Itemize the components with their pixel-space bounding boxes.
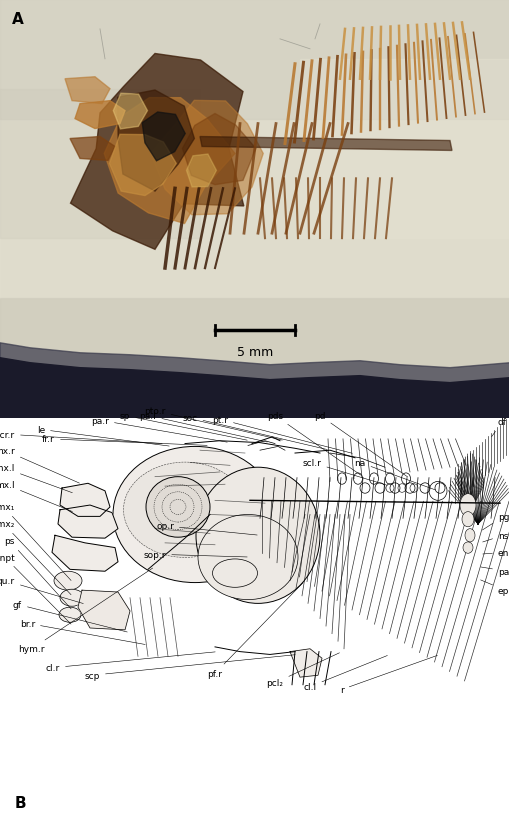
Polygon shape xyxy=(0,344,509,418)
Text: pg: pg xyxy=(482,512,508,530)
Text: pd: pd xyxy=(314,411,407,477)
Polygon shape xyxy=(186,155,216,187)
Ellipse shape xyxy=(123,462,246,558)
Polygon shape xyxy=(70,54,243,250)
Text: pmx.l: pmx.l xyxy=(0,463,72,493)
Text: scp: scp xyxy=(84,655,295,680)
Bar xyxy=(299,59,509,239)
Ellipse shape xyxy=(464,529,474,543)
Text: r: r xyxy=(340,655,437,694)
Polygon shape xyxy=(0,359,509,418)
Text: pa.l: pa.l xyxy=(139,411,267,442)
Polygon shape xyxy=(52,536,118,572)
Text: pf.r: pf.r xyxy=(207,583,302,678)
Text: A: A xyxy=(12,12,24,27)
Text: pap: pap xyxy=(480,567,509,576)
Text: qu.r: qu.r xyxy=(0,577,83,604)
Polygon shape xyxy=(182,115,256,186)
Bar xyxy=(0,0,509,120)
Ellipse shape xyxy=(146,477,210,538)
Polygon shape xyxy=(200,137,451,151)
Text: cl.r: cl.r xyxy=(46,652,215,672)
Ellipse shape xyxy=(461,512,473,528)
Text: smx₁: smx₁ xyxy=(0,502,71,581)
Polygon shape xyxy=(58,506,118,538)
Polygon shape xyxy=(142,113,185,161)
Ellipse shape xyxy=(195,467,319,604)
Polygon shape xyxy=(70,137,115,161)
Text: sp: sp xyxy=(120,411,247,441)
Text: enpt: enpt xyxy=(0,553,71,624)
Text: epl: epl xyxy=(479,580,509,595)
Text: br.r: br.r xyxy=(20,619,145,645)
Ellipse shape xyxy=(60,589,84,606)
Polygon shape xyxy=(109,135,176,196)
Text: smx₂: smx₂ xyxy=(0,520,71,595)
Polygon shape xyxy=(118,91,194,191)
Ellipse shape xyxy=(54,572,82,590)
Text: fr.r: fr.r xyxy=(42,435,207,446)
Ellipse shape xyxy=(462,543,472,553)
Text: cl.l: cl.l xyxy=(303,655,387,691)
Bar xyxy=(0,89,200,239)
Text: pt.r: pt.r xyxy=(212,415,352,454)
Ellipse shape xyxy=(197,515,297,600)
Text: pto.r: pto.r xyxy=(144,407,282,441)
Text: 5 mm: 5 mm xyxy=(236,345,273,359)
Bar xyxy=(0,298,509,418)
Ellipse shape xyxy=(459,494,475,517)
Text: sop.r: sop.r xyxy=(144,550,247,559)
Text: scl.r: scl.r xyxy=(302,458,387,486)
Polygon shape xyxy=(65,78,110,104)
Ellipse shape xyxy=(113,447,276,583)
Polygon shape xyxy=(290,649,321,677)
Text: scr.r: scr.r xyxy=(0,430,162,444)
Polygon shape xyxy=(150,101,263,216)
Polygon shape xyxy=(113,94,147,130)
Polygon shape xyxy=(75,101,125,130)
Text: le: le xyxy=(37,426,169,446)
Text: ps: ps xyxy=(5,537,71,609)
Polygon shape xyxy=(78,590,130,630)
Text: na: na xyxy=(354,458,435,491)
Polygon shape xyxy=(60,484,110,517)
Text: soc: soc xyxy=(182,413,327,450)
Text: gf: gf xyxy=(13,600,127,632)
Text: mx.l: mx.l xyxy=(0,480,72,512)
Text: df: df xyxy=(491,418,506,437)
Text: en: en xyxy=(482,548,508,557)
Text: pds: pds xyxy=(266,411,360,476)
Text: op.r: op.r xyxy=(156,522,257,535)
Ellipse shape xyxy=(212,559,257,588)
Text: pa.r: pa.r xyxy=(91,416,227,442)
Text: mx.r: mx.r xyxy=(0,446,79,483)
Bar xyxy=(0,0,509,298)
Ellipse shape xyxy=(59,608,81,623)
Text: hym.r: hym.r xyxy=(18,568,152,654)
Text: B: B xyxy=(15,794,26,809)
Text: pcl₂: pcl₂ xyxy=(266,653,339,687)
Text: ns: ns xyxy=(482,531,507,543)
Polygon shape xyxy=(104,99,235,224)
